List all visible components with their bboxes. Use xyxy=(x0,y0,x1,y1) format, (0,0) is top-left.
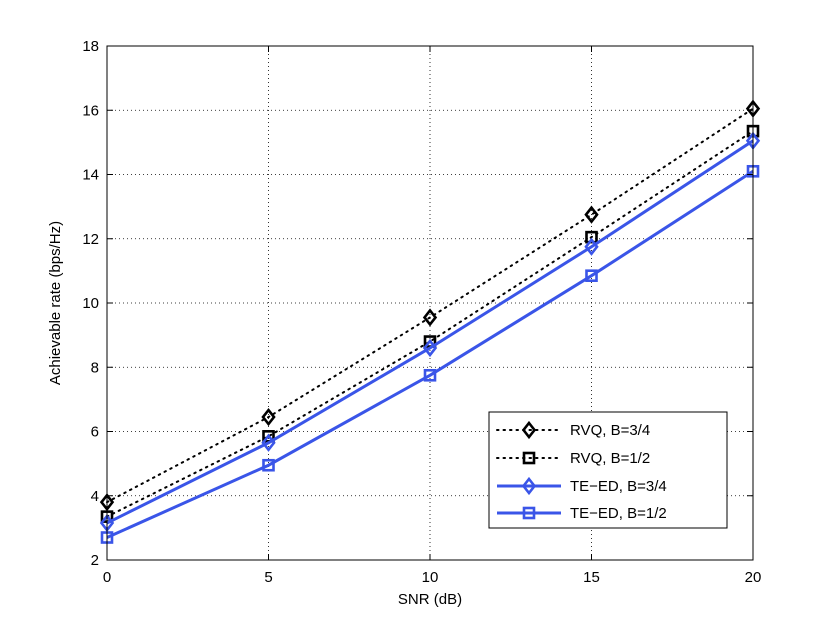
legend-marker xyxy=(521,476,537,496)
data-point xyxy=(584,237,599,256)
legend-label: RVQ, B=3/4 xyxy=(570,422,650,439)
legend-label: TE−ED, B=1/2 xyxy=(570,505,667,522)
y-tick-label: 14 xyxy=(82,167,99,184)
x-tick-label: 5 xyxy=(264,569,272,586)
legend: RVQ, B=3/4 RVQ, B=1/2 TE−ED, B=3/4 TE−ED, B… xyxy=(488,411,728,529)
legend-marker xyxy=(522,451,536,465)
series-line xyxy=(106,170,754,539)
y-tick-label: 12 xyxy=(82,231,99,248)
axis-ticks: 0 5 10 15 20 2 4 6 8 10 12 14 16 18 xyxy=(82,38,761,586)
legend-label: RVQ, B=1/2 xyxy=(570,450,650,467)
y-tick-label: 8 xyxy=(91,359,99,376)
legend-marker xyxy=(522,506,536,520)
y-tick-label: 10 xyxy=(82,295,99,312)
y-tick-label: 2 xyxy=(91,552,99,569)
legend-marker xyxy=(521,420,537,440)
x-tick-label: 10 xyxy=(422,569,439,586)
x-tick-label: 0 xyxy=(103,569,111,586)
data-point xyxy=(261,407,276,427)
data-point xyxy=(422,338,438,358)
data-point xyxy=(585,269,598,282)
y-axis-title: Achievable rate (bps/Hz) xyxy=(47,221,64,385)
y-tick-label: 4 xyxy=(91,488,99,505)
y-tick-label: 16 xyxy=(82,102,99,119)
data-point xyxy=(423,368,437,382)
x-axis-title: SNR (dB) xyxy=(398,591,462,608)
legend-label: TE−ED, B=3/4 xyxy=(570,478,667,495)
data-point xyxy=(585,230,598,244)
series-line xyxy=(106,107,754,504)
data-point xyxy=(261,433,276,452)
data-point xyxy=(262,458,275,472)
series-line xyxy=(106,130,754,518)
series-line xyxy=(106,139,754,525)
data-point xyxy=(422,308,438,327)
data-point xyxy=(584,205,599,224)
x-tick-label: 20 xyxy=(745,569,762,586)
x-tick-label: 15 xyxy=(583,569,600,586)
y-tick-label: 6 xyxy=(91,424,99,441)
y-tick-label: 18 xyxy=(82,38,99,55)
